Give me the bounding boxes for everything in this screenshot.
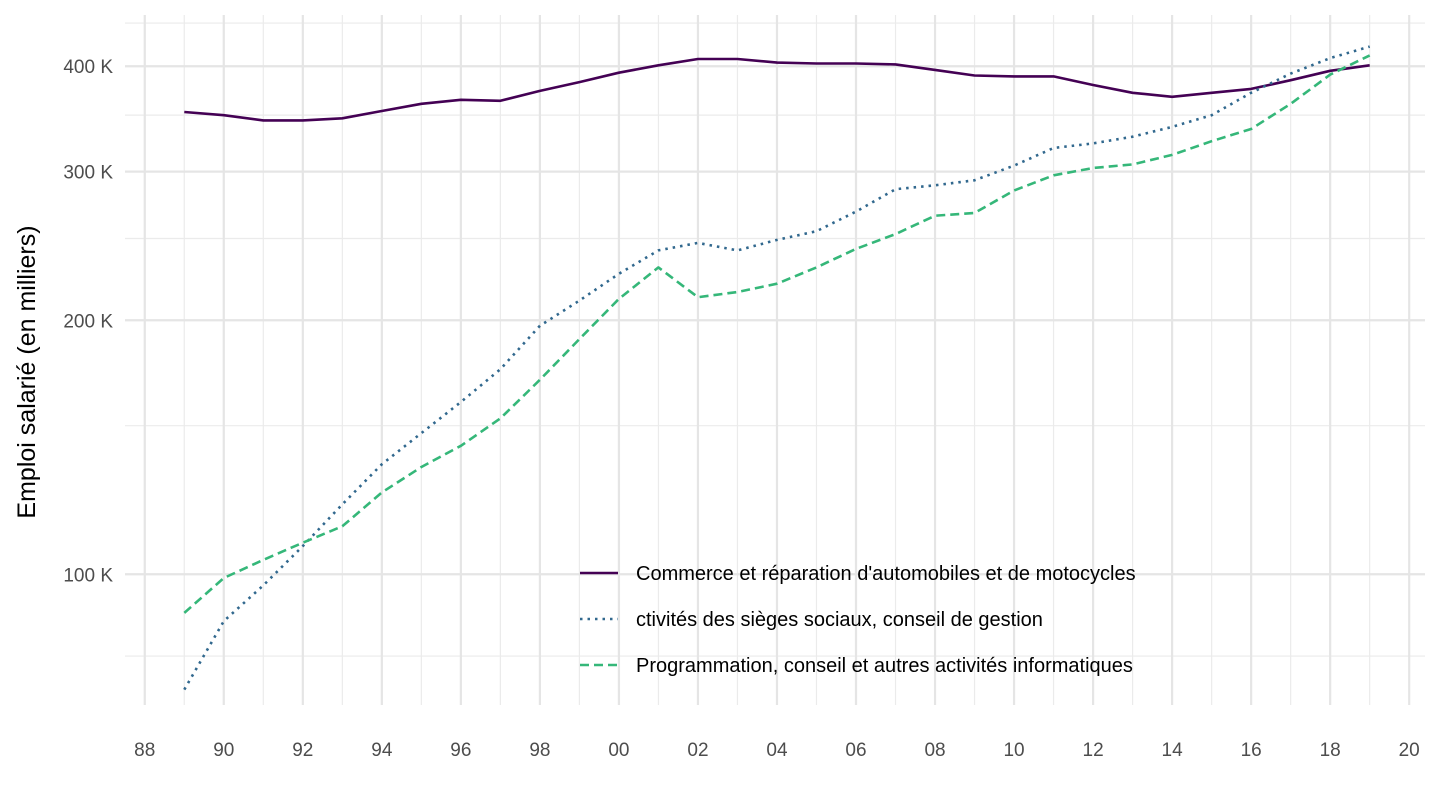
legend-label-1: Commerce et réparation d'automobiles et … — [636, 563, 1136, 585]
major-gridlines — [125, 15, 1425, 705]
x-axis-tick-labels: 88 90 92 94 96 98 00 02 04 06 08 10 12 14 16 18 20 — [134, 740, 1420, 761]
x-tick-label: 18 — [1320, 740, 1341, 761]
series-line-3 — [183, 54, 1371, 614]
series-line-2 — [183, 45, 1371, 691]
series-line-1 — [184, 57, 1370, 122]
minor-gridlines — [125, 15, 1425, 705]
x-tick-label: 06 — [845, 740, 866, 761]
y-tick-label: 400 K — [63, 57, 113, 78]
x-tick-label: 04 — [766, 740, 788, 761]
x-tick-label: 92 — [292, 740, 313, 761]
x-tick-label: 10 — [1003, 740, 1024, 761]
y-tick-label: 300 K — [63, 163, 113, 184]
y-axis-tick-labels: 100 K 200 K 300 K 400 K — [63, 57, 113, 586]
x-tick-label: 08 — [924, 740, 945, 761]
y-tick-label: 200 K — [63, 311, 113, 332]
series-lines — [183, 45, 1371, 691]
x-tick-label: 16 — [1241, 740, 1262, 761]
x-tick-label: 94 — [371, 740, 393, 761]
x-tick-label: 00 — [608, 740, 629, 761]
legend-label-3: Programmation, conseil et autres activit… — [636, 655, 1133, 677]
x-tick-label: 90 — [213, 740, 234, 761]
y-tick-label: 100 K — [63, 565, 113, 586]
x-tick-label: 88 — [134, 740, 155, 761]
x-tick-label: 20 — [1399, 740, 1420, 761]
x-tick-label: 14 — [1162, 740, 1184, 761]
legend: Commerce et réparation d'automobiles et … — [580, 563, 1136, 677]
x-tick-label: 02 — [687, 740, 708, 761]
y-axis-title: Emploi salarié (en milliers) — [13, 225, 41, 518]
x-tick-label: 96 — [450, 740, 471, 761]
x-tick-label: 12 — [1083, 740, 1104, 761]
legend-label-2: ctivités des sièges sociaux, conseil de … — [636, 609, 1043, 631]
x-tick-label: 98 — [529, 740, 550, 761]
